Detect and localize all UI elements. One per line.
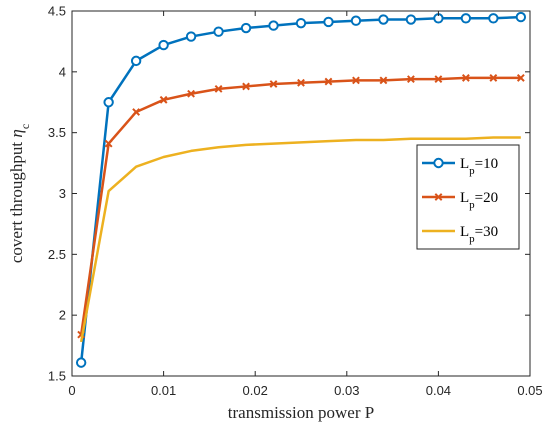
y-axis-label-text: covert throughput <box>7 138 26 264</box>
data-point <box>515 11 527 23</box>
data-point <box>158 39 169 51</box>
legend-item: Lp=30 <box>422 224 498 245</box>
y-axis-label: covert throughput ηc <box>7 124 32 263</box>
y-tick-label: 4 <box>59 64 66 79</box>
data-point <box>350 15 362 26</box>
data-point <box>352 76 360 85</box>
y-tick-label: 2.5 <box>48 247 66 262</box>
series-line <box>79 136 521 343</box>
data-point <box>103 97 114 108</box>
legend-label: Lp=20 <box>460 190 498 211</box>
legend-label: Lp=30 <box>460 224 498 245</box>
data-point <box>407 75 415 84</box>
y-tick-label: 3.5 <box>48 125 66 140</box>
data-point <box>130 55 142 67</box>
data-point <box>159 95 168 104</box>
data-point <box>378 14 389 25</box>
x-tick-label: 0.01 <box>151 383 176 398</box>
data-point <box>516 74 525 82</box>
y-tick-label: 4.5 <box>48 4 66 19</box>
legend-label-tail: =10 <box>475 156 498 172</box>
legend-label: Lp=10 <box>460 156 498 177</box>
series-1 <box>77 74 525 339</box>
legend-label-subscript: p <box>469 165 475 177</box>
legend-item: Lp=20 <box>422 190 498 211</box>
data-point <box>488 13 499 24</box>
data-point <box>461 74 470 82</box>
data-point <box>295 17 307 29</box>
legend-label-tail: =30 <box>475 224 498 240</box>
legend-label-subscript: p <box>469 233 475 245</box>
data-point <box>269 80 278 88</box>
data-point <box>323 16 334 28</box>
legend-marker <box>434 193 443 201</box>
data-point <box>104 139 113 148</box>
data-point <box>297 78 305 87</box>
x-tick-label: 0.03 <box>334 383 359 398</box>
data-point <box>489 74 498 82</box>
data-point <box>268 20 279 31</box>
legend-label-main: L <box>460 190 469 206</box>
legend-marker <box>433 157 444 169</box>
x-tick-label: 0.05 <box>517 383 542 398</box>
y-tick-label: 2 <box>59 308 66 323</box>
data-point <box>242 82 250 91</box>
y-tick-label: 1.5 <box>48 369 66 384</box>
data-point <box>187 89 195 98</box>
y-axis-label-subscript: c <box>18 124 32 129</box>
legend-item: Lp=10 <box>422 156 498 177</box>
y-tick-label: 3 <box>59 186 66 201</box>
series-2 <box>79 136 521 343</box>
x-axis-label: transmission power P <box>228 403 374 422</box>
series-layer <box>75 11 527 368</box>
y-axis-label-symbol: η <box>7 129 26 137</box>
data-point <box>185 31 197 42</box>
data-point <box>379 76 388 85</box>
ticks-layer: 0 0.01 0.02 0.03 0.04 0.05 1.5 2 2.5 3 3.5 4 4.5 <box>48 4 543 399</box>
legend-label-tail: =20 <box>475 190 498 206</box>
legend-label-main: L <box>460 156 469 172</box>
data-point <box>214 84 223 93</box>
legend-label-main: L <box>460 224 469 240</box>
data-point <box>434 75 443 84</box>
data-point <box>75 357 87 368</box>
data-point <box>324 77 333 86</box>
x-tick-label: 0.04 <box>426 383 451 398</box>
x-tick-label: 0 <box>68 383 75 398</box>
data-point <box>132 108 141 116</box>
data-point <box>460 13 472 24</box>
legend-label-subscript: p <box>469 199 475 211</box>
data-point <box>213 26 224 37</box>
series-0 <box>75 11 527 368</box>
data-point <box>240 22 252 34</box>
data-point <box>405 14 417 25</box>
x-tick-label: 0.02 <box>243 383 268 398</box>
